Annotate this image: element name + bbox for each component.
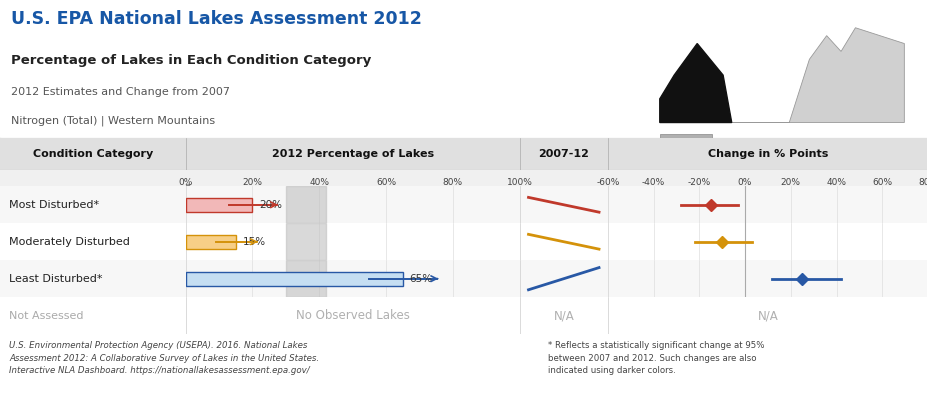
Text: Most Disturbed*: Most Disturbed* bbox=[9, 200, 99, 210]
Text: 40%: 40% bbox=[826, 178, 845, 187]
Text: 0%: 0% bbox=[737, 178, 752, 187]
Text: U.S. Environmental Protection Agency (USEPA). 2016. National Lakes
Assessment 20: U.S. Environmental Protection Agency (US… bbox=[9, 341, 319, 375]
Text: U.S. EPA National Lakes Assessment 2012: U.S. EPA National Lakes Assessment 2012 bbox=[11, 10, 421, 28]
Text: 20%: 20% bbox=[780, 178, 800, 187]
Text: N/A: N/A bbox=[756, 309, 778, 322]
Polygon shape bbox=[722, 143, 760, 159]
Text: 80%: 80% bbox=[442, 178, 463, 187]
Text: * Reflects a statistically significant change at 95%
between 2007 and 2012. Such: * Reflects a statistically significant c… bbox=[547, 341, 763, 375]
Text: 2007-12: 2007-12 bbox=[538, 149, 589, 159]
Text: Condition Category: Condition Category bbox=[32, 149, 153, 159]
Text: 0%: 0% bbox=[178, 178, 193, 187]
FancyBboxPatch shape bbox=[185, 272, 402, 286]
Text: 100%: 100% bbox=[506, 178, 532, 187]
Text: 40%: 40% bbox=[309, 178, 329, 187]
FancyBboxPatch shape bbox=[185, 198, 252, 212]
FancyBboxPatch shape bbox=[185, 235, 235, 249]
Text: 60%: 60% bbox=[375, 178, 396, 187]
Text: 2012 Estimates and Change from 2007: 2012 Estimates and Change from 2007 bbox=[11, 87, 230, 97]
Polygon shape bbox=[659, 28, 904, 122]
Text: 20%: 20% bbox=[259, 200, 282, 210]
Text: 20%: 20% bbox=[242, 178, 262, 187]
Text: N/A: N/A bbox=[552, 309, 574, 322]
Text: No Observed Lakes: No Observed Lakes bbox=[296, 309, 409, 322]
Bar bbox=[286, 223, 325, 260]
Bar bbox=[286, 186, 325, 223]
Text: 2012 Percentage of Lakes: 2012 Percentage of Lakes bbox=[272, 149, 433, 159]
Text: 60%: 60% bbox=[871, 178, 892, 187]
Text: Moderately Disturbed: Moderately Disturbed bbox=[9, 237, 130, 247]
Text: -20%: -20% bbox=[687, 178, 710, 187]
Bar bbox=[286, 260, 325, 297]
Text: Not Assessed: Not Assessed bbox=[9, 311, 83, 321]
Text: -60%: -60% bbox=[595, 178, 619, 187]
Text: -40%: -40% bbox=[641, 178, 665, 187]
Text: Least Disturbed*: Least Disturbed* bbox=[9, 274, 103, 284]
Text: 80%: 80% bbox=[917, 178, 927, 187]
Text: Percentage of Lakes in Each Condition Category: Percentage of Lakes in Each Condition Ca… bbox=[11, 54, 371, 67]
Polygon shape bbox=[659, 44, 731, 122]
Text: 65%: 65% bbox=[409, 274, 432, 284]
Polygon shape bbox=[659, 134, 711, 159]
Text: Change in % Points: Change in % Points bbox=[707, 149, 827, 159]
Text: Nitrogen (Total) | Western Mountains: Nitrogen (Total) | Western Mountains bbox=[11, 116, 215, 126]
Text: 15%: 15% bbox=[242, 237, 265, 247]
